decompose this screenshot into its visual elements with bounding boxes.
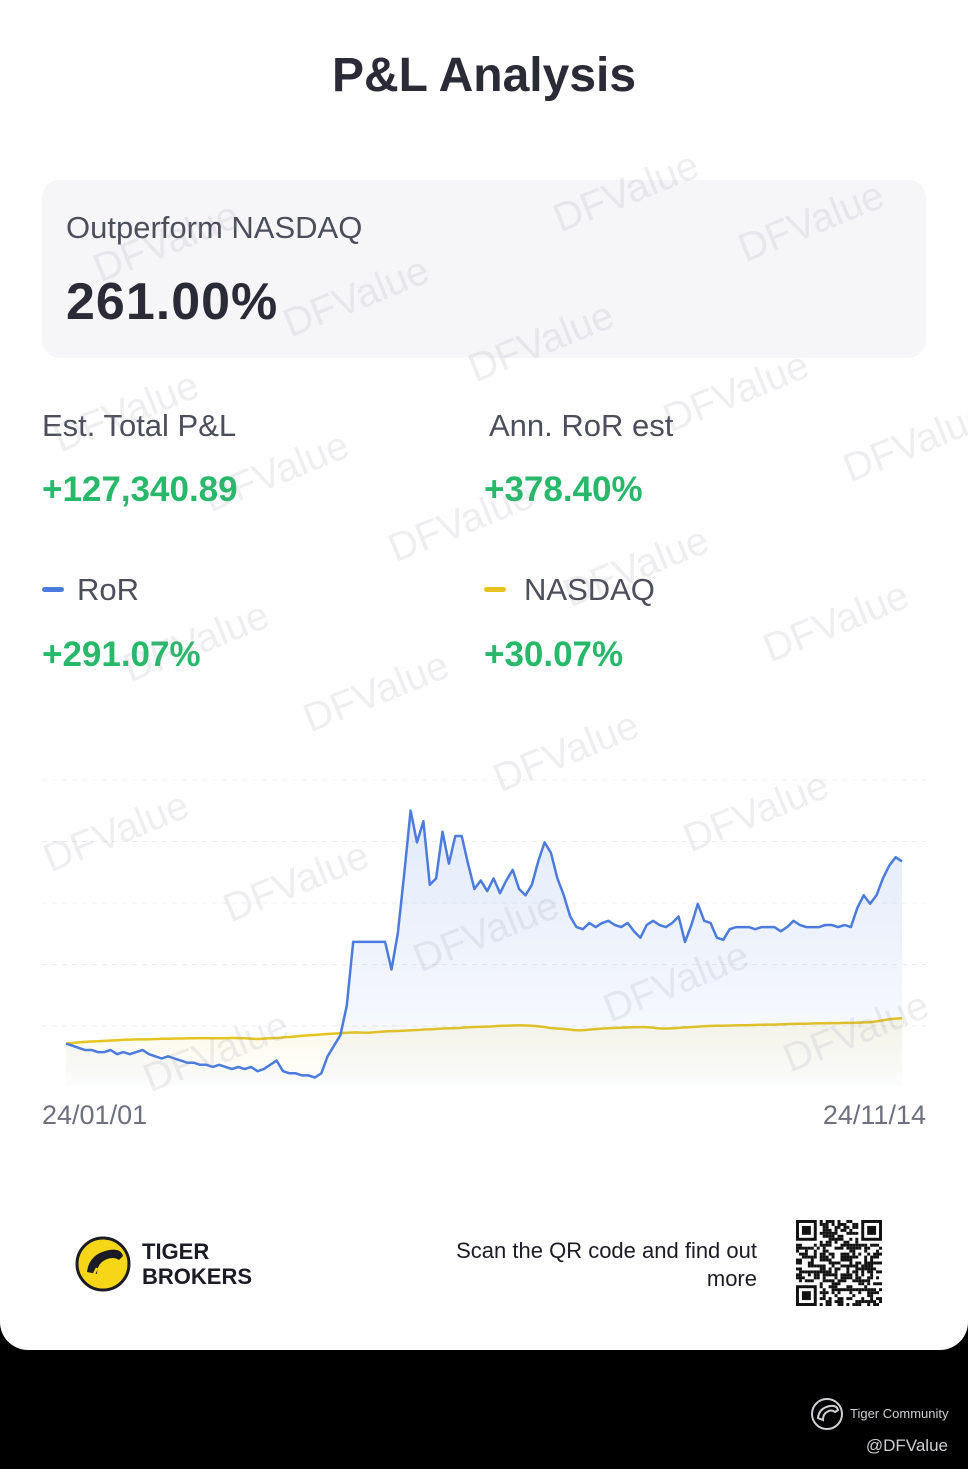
x-axis-start-label: 24/01/01 (42, 1100, 148, 1130)
brand-line-2: BROKERS (142, 1264, 253, 1289)
nasdaq-legend-dash (484, 587, 506, 592)
ann-ror-label: Ann. RoR est (489, 408, 674, 443)
pl-line-chart (42, 779, 926, 1086)
outperform-value: 261.00% (66, 273, 279, 331)
nasdaq-value: +30.07% (484, 635, 624, 674)
page-title: P&L Analysis (331, 49, 637, 102)
ror-area-fill (66, 810, 902, 1086)
brand-name: TIGER BROKERS (142, 1239, 252, 1289)
total-pl-label: Est. Total P&L (42, 408, 237, 443)
outperform-label: Outperform NASDAQ (66, 210, 363, 245)
tiger-community-badge: Tiger Community (810, 1397, 950, 1433)
nasdaq-label: NASDAQ (524, 572, 655, 607)
ror-series-line (65, 809, 903, 1079)
brand-line-1: TIGER (142, 1239, 210, 1264)
tiger-brokers-logo-icon (75, 1236, 131, 1292)
x-axis-end-label: 24/11/14 (822, 1100, 926, 1130)
watermark-text: DFValue (837, 393, 968, 492)
ror-value: +291.07% (42, 635, 201, 674)
user-handle: @DFValue (865, 1436, 948, 1455)
watermark-text: DFValue (297, 643, 456, 742)
tiger-community-label: Tiger Community (850, 1406, 949, 1421)
scan-qr-text: Scan the QR code and find out more (456, 1238, 757, 1291)
ror-legend-dash (42, 587, 64, 592)
qr-code-icon[interactable] (796, 1220, 882, 1306)
total-pl-value: +127,340.89 (42, 470, 238, 509)
ann-ror-value: +378.40% (484, 470, 643, 509)
tiger-community-icon (811, 1398, 843, 1430)
outperform-panel: Outperform NASDAQ 261.00% (42, 180, 926, 358)
pl-analysis-card: P&L Analysis Outperform NASDAQ 261.00% E… (0, 0, 968, 1350)
ror-label: RoR (77, 572, 140, 607)
watermark-text: DFValue (757, 573, 916, 672)
